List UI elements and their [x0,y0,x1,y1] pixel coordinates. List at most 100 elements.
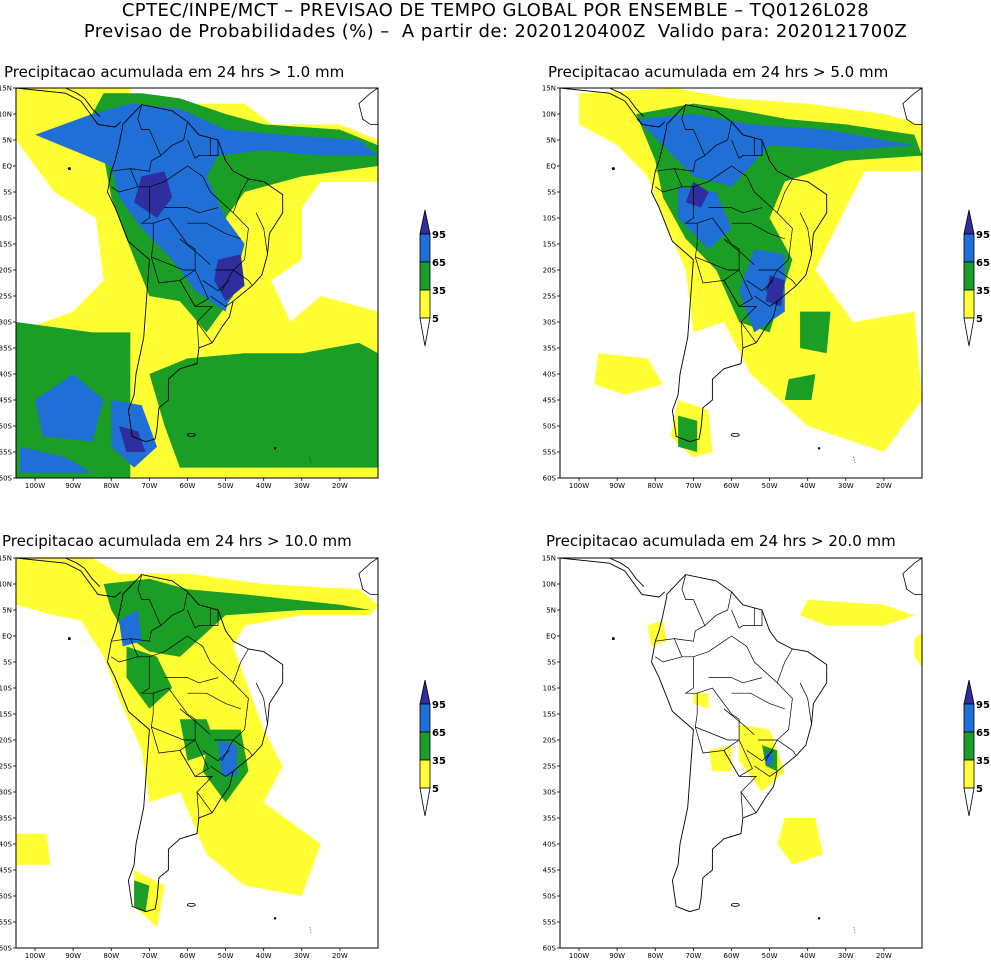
lat-label: 20S [0,267,13,275]
lat-label: 35S [0,345,13,353]
lon-label: 40W [256,482,272,490]
country-border [158,280,214,344]
africa-coastline [902,88,922,125]
probability-area [19,446,93,473]
colorbar-top-triangle [963,679,975,705]
colorbar-label: 95 [432,230,446,241]
country-border [210,765,234,777]
country-border [681,656,704,754]
colorbar-segment [963,289,975,319]
probability-area [594,353,663,395]
lon-label: 60W [180,952,196,960]
lon-label: 80W [647,952,663,960]
lon-label: 70W [685,482,701,490]
falkland-islands [186,432,196,437]
colorbar-segment [419,289,431,319]
probability-area [218,740,237,777]
country-border [674,574,706,642]
lon-label: 20W [876,482,892,490]
country-border [731,607,755,629]
probability-area [149,342,378,468]
lon-label: 70W [685,952,701,960]
panel-1-colorbar: 95 65 35 5 [419,209,446,347]
probability-area [800,311,831,354]
lat-label: 10N [542,581,556,589]
lat-label: 40S [543,371,557,379]
panel-1-map: 15N 10N 5N EQ 5S 10S 15S 20S 25S 30S 35S 40S 45S 50S 5… [0,85,379,490]
lat-label: 45S [543,867,557,875]
country-border [130,104,162,172]
central-america-coastline [560,88,666,128]
falkland-islands [730,902,740,907]
falkland-islands [730,432,740,437]
south-georgia-island [817,917,821,920]
lat-label: 50S [543,893,557,901]
figure-title: CPTEC/INPE/MCT – PREVISAO DE TEMPO GLOBA… [121,0,870,21]
colorbar-label: 5 [976,314,983,325]
probability-area [103,578,371,657]
country-border [160,591,188,626]
colorbar-top-triangle [419,679,431,705]
colorbar-segment [963,233,975,263]
country-border [702,750,758,814]
colorbar-segment [419,261,431,291]
lat-label: 45S [0,867,13,875]
country-border [187,692,241,710]
country-border [232,648,249,683]
lon-label: 30W [838,482,854,490]
lon-label: 60W [724,482,740,490]
colorbar-top-triangle [963,209,975,235]
panel-3-colorbar: 95 65 35 5 [419,679,446,817]
lat-label: 10N [0,111,12,119]
country-border [746,750,774,762]
colorbar-label: 35 [976,286,990,297]
south-america-coastline [107,574,284,913]
lon-label: 50W [762,952,778,960]
colorbar-top-triangle [419,209,431,235]
lon-label: 30W [838,952,854,960]
lat-label: 15N [0,555,12,563]
colorbar-label: 65 [432,258,446,269]
probability-area [134,880,150,912]
lat-label: EQ [2,633,12,641]
south-america-coastline [651,104,828,443]
probability-area [16,833,51,865]
country-border [655,168,683,193]
lat-label: 45S [543,397,557,405]
country-border [695,217,740,271]
lon-label: 60W [724,952,740,960]
country-border [179,238,211,266]
country-border [704,591,732,626]
colorbar-segment [419,731,431,761]
country-border [740,321,744,349]
africa-coastline [358,558,378,595]
lat-label: 10S [543,685,557,693]
country-border [151,687,196,741]
lat-label: 60S [543,945,557,953]
lon-label: 80W [647,482,663,490]
lat-label: EQ [546,163,556,171]
colorbar-label: 5 [976,784,983,795]
central-america-coastline [16,558,122,598]
country-border [655,638,683,663]
map-frame [15,87,379,479]
probability-area [914,633,922,668]
lat-label: 5S [3,659,12,667]
lon-label: 100W [25,952,45,960]
lat-label: 50S [0,893,13,901]
lon-label: 40W [800,952,816,960]
country-border [196,321,200,349]
country-border [196,791,200,819]
lon-label: 90W [65,482,81,490]
panel-4-colorbar: 95 65 35 5 [963,679,990,817]
country-border [202,750,230,762]
probability-area [647,620,667,647]
panel-4-map: 15N 10N 5N EQ 5S 10S 15S 20S 25S 30S 35S 40S 45S 50S 5… [542,555,923,960]
country-border [754,140,763,156]
lon-label: 90W [65,952,81,960]
lon-label: 60W [180,482,196,490]
south-georgia-island [273,447,277,450]
lat-label: 15S [543,241,557,249]
probability-area [35,374,104,442]
figure-subtitle: Previsao de Probabilidades (%) – A parti… [83,21,908,42]
